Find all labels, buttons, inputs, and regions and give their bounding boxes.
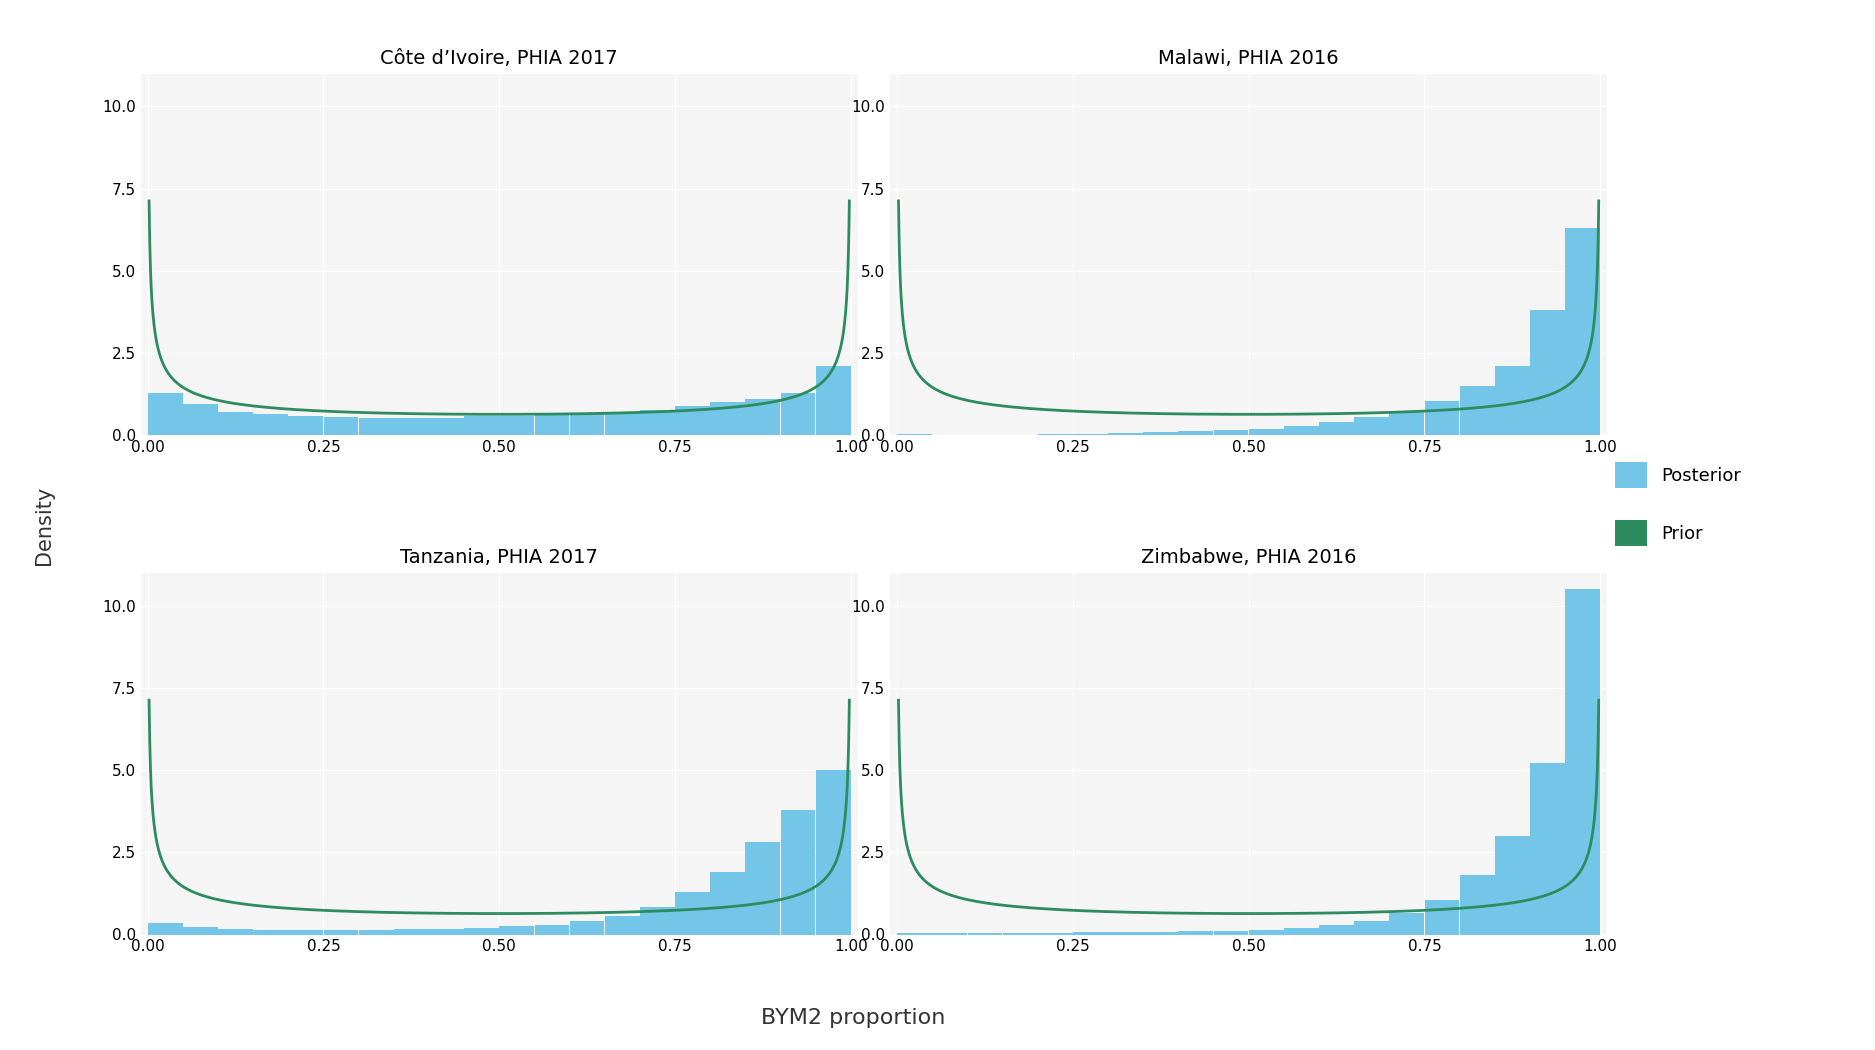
Bar bbox=[816, 770, 851, 934]
Bar bbox=[148, 393, 182, 436]
Bar bbox=[1072, 932, 1108, 934]
Bar bbox=[1425, 900, 1459, 934]
Bar bbox=[1320, 925, 1354, 934]
Bar bbox=[898, 933, 932, 934]
Bar bbox=[358, 929, 394, 934]
Bar bbox=[394, 418, 429, 436]
Bar bbox=[429, 418, 463, 436]
Bar bbox=[184, 404, 218, 436]
Bar bbox=[1003, 932, 1037, 934]
Title: Tanzania, PHIA 2017: Tanzania, PHIA 2017 bbox=[399, 548, 598, 567]
Bar bbox=[1213, 930, 1249, 934]
Bar bbox=[1249, 428, 1284, 436]
Bar bbox=[148, 923, 182, 934]
Bar bbox=[711, 402, 744, 436]
Bar bbox=[1530, 763, 1566, 934]
Bar bbox=[253, 414, 289, 436]
Bar bbox=[1179, 931, 1213, 934]
Bar bbox=[1425, 401, 1459, 436]
Bar bbox=[1354, 921, 1389, 934]
Bar bbox=[1494, 366, 1530, 436]
Bar bbox=[465, 416, 499, 436]
Bar bbox=[465, 928, 499, 934]
Bar bbox=[1039, 932, 1072, 934]
Bar bbox=[1530, 311, 1566, 436]
Bar bbox=[534, 925, 570, 934]
Bar bbox=[1249, 929, 1284, 934]
Bar bbox=[499, 416, 534, 436]
Bar bbox=[324, 930, 358, 934]
Bar bbox=[394, 929, 429, 934]
Bar bbox=[780, 393, 816, 436]
Bar bbox=[1108, 931, 1144, 934]
Bar bbox=[253, 929, 289, 934]
Bar bbox=[746, 842, 780, 934]
Bar bbox=[639, 906, 675, 934]
Title: Côte d’Ivoire, PHIA 2017: Côte d’Ivoire, PHIA 2017 bbox=[381, 48, 619, 68]
Bar bbox=[780, 810, 816, 934]
Bar bbox=[534, 414, 570, 436]
Bar bbox=[1389, 914, 1425, 934]
Bar bbox=[639, 410, 675, 436]
Bar bbox=[1179, 432, 1213, 436]
Bar bbox=[1144, 931, 1178, 934]
Bar bbox=[218, 928, 253, 934]
Bar bbox=[746, 399, 780, 436]
Bar bbox=[1284, 928, 1318, 934]
Bar bbox=[1072, 434, 1108, 436]
Bar bbox=[606, 412, 639, 436]
Text: Density: Density bbox=[34, 485, 54, 565]
Bar bbox=[711, 872, 744, 934]
Bar bbox=[1108, 433, 1144, 436]
Bar bbox=[1566, 589, 1599, 934]
Bar bbox=[816, 366, 851, 436]
Bar bbox=[358, 418, 394, 436]
Bar bbox=[1494, 836, 1530, 934]
Bar bbox=[1213, 430, 1249, 436]
Bar bbox=[218, 413, 253, 436]
Bar bbox=[1461, 386, 1494, 436]
Bar bbox=[1320, 422, 1354, 436]
Bar bbox=[1284, 426, 1318, 436]
Title: Zimbabwe, PHIA 2016: Zimbabwe, PHIA 2016 bbox=[1140, 548, 1356, 567]
Bar bbox=[570, 921, 604, 934]
Bar bbox=[675, 891, 711, 934]
Bar bbox=[898, 434, 932, 436]
Bar bbox=[1354, 417, 1389, 436]
Bar bbox=[324, 417, 358, 436]
Bar bbox=[968, 933, 1003, 934]
Text: BYM2 proportion: BYM2 proportion bbox=[761, 1008, 945, 1028]
Title: Malawi, PHIA 2016: Malawi, PHIA 2016 bbox=[1159, 48, 1339, 68]
Bar bbox=[1389, 411, 1425, 436]
Bar bbox=[1144, 432, 1178, 436]
Bar bbox=[1566, 228, 1599, 436]
Legend: Posterior, Prior: Posterior, Prior bbox=[1605, 454, 1751, 554]
Bar bbox=[570, 413, 604, 436]
Bar bbox=[184, 927, 218, 934]
Bar bbox=[932, 933, 968, 934]
Bar bbox=[675, 406, 711, 436]
Bar bbox=[289, 930, 322, 934]
Bar bbox=[1461, 876, 1494, 934]
Bar bbox=[499, 926, 534, 934]
Bar bbox=[429, 928, 463, 934]
Bar bbox=[606, 917, 639, 934]
Bar bbox=[289, 416, 322, 436]
